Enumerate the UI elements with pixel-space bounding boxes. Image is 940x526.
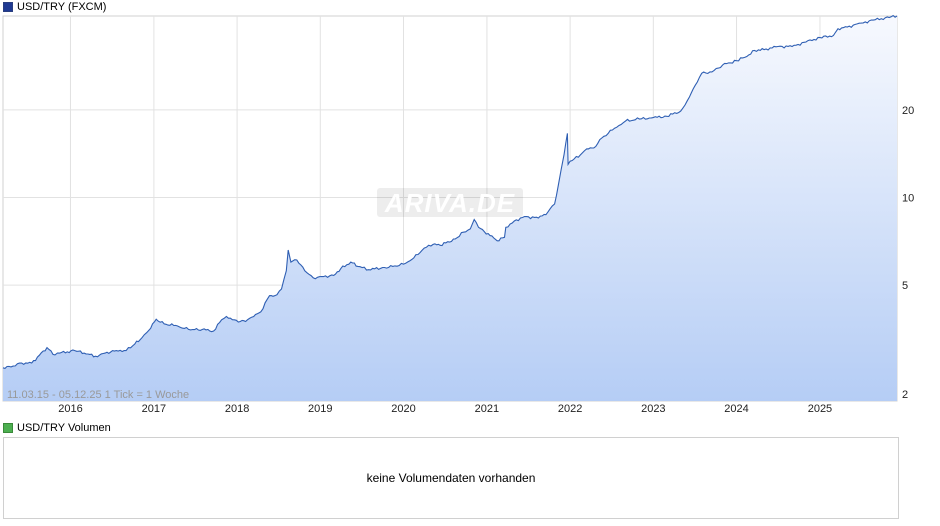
volume-legend-label: USD/TRY Volumen bbox=[17, 421, 111, 434]
no-volume-message: keine Volumendaten vorhanden bbox=[366, 471, 536, 485]
watermark: ARIVA.DE bbox=[377, 188, 523, 218]
x-axis-ticks: 2016 2017 2018 2019 2020 2021 2022 2023 2024 2025 bbox=[58, 403, 832, 415]
y-axis-ticks: 2 5 10 20 bbox=[902, 105, 914, 401]
y-tick-label: 20 bbox=[902, 105, 914, 117]
x-tick-label: 2018 bbox=[225, 403, 249, 415]
x-tick-label: 2024 bbox=[724, 403, 748, 415]
volume-chart-panel: keine Volumendaten vorhanden bbox=[3, 437, 899, 519]
y-tick-label: 5 bbox=[902, 280, 908, 292]
x-tick-label: 2025 bbox=[808, 403, 832, 415]
y-tick-label: 2 bbox=[902, 389, 908, 401]
x-tick-label: 2016 bbox=[58, 403, 82, 415]
price-legend-label: USD/TRY (FXCM) bbox=[17, 0, 107, 13]
price-area-fill bbox=[3, 15, 897, 401]
x-tick-label: 2022 bbox=[558, 403, 582, 415]
x-tick-label: 2023 bbox=[641, 403, 665, 415]
x-tick-label: 2017 bbox=[142, 403, 166, 415]
date-range-label: 11.03.15 - 05.12.25 1 Tick = 1 Woche bbox=[7, 389, 189, 401]
price-chart-legend: USD/TRY (FXCM) bbox=[3, 0, 106, 13]
x-tick-label: 2021 bbox=[475, 403, 499, 415]
volume-series-swatch bbox=[3, 422, 13, 433]
watermark-text: ARIVA.DE bbox=[384, 188, 515, 218]
price-series-swatch bbox=[3, 1, 13, 12]
x-tick-label: 2019 bbox=[308, 403, 332, 415]
volume-chart-legend: USD/TRY Volumen bbox=[3, 421, 111, 434]
y-tick-label: 10 bbox=[902, 192, 914, 204]
price-chart: ARIVA.DE 11.03.15 - 05.12.25 1 Tick = 1 … bbox=[2, 14, 914, 415]
price-line bbox=[2, 14, 898, 370]
x-tick-label: 2020 bbox=[391, 403, 415, 415]
